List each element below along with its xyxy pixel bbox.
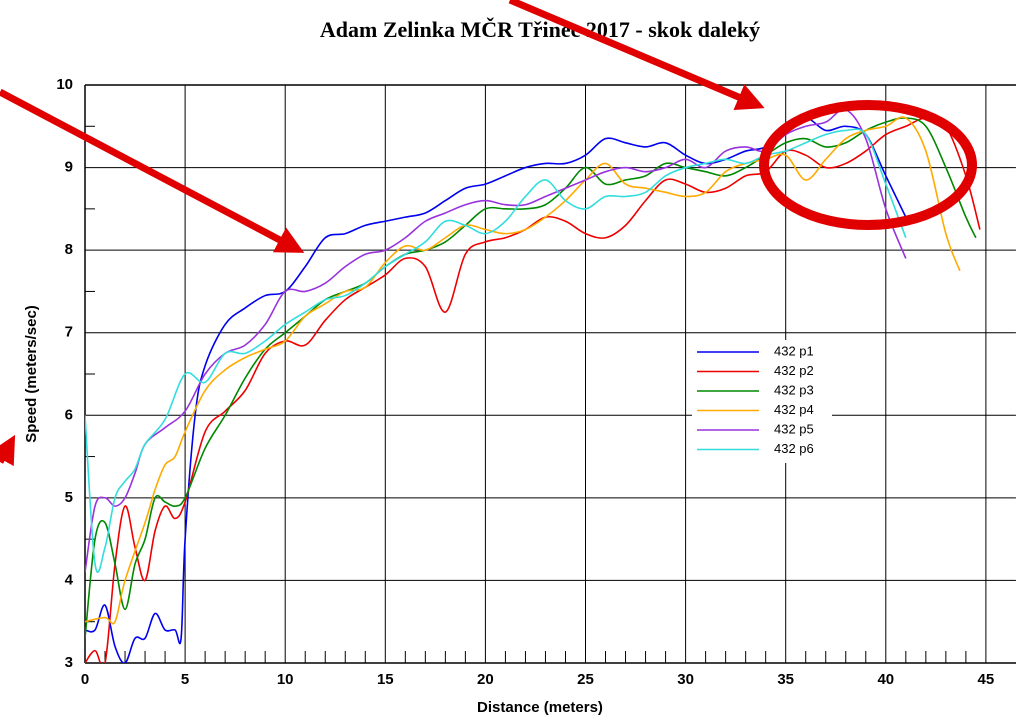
y-tick-label: 6 bbox=[65, 406, 73, 423]
series-line bbox=[85, 128, 907, 573]
y-tick-label: 10 bbox=[56, 76, 73, 93]
series-line bbox=[85, 117, 977, 639]
y-tick-label: 4 bbox=[65, 571, 74, 588]
x-tick-label: 15 bbox=[377, 671, 394, 688]
x-tick-label: 40 bbox=[877, 671, 894, 688]
y-tick-label: 8 bbox=[65, 241, 73, 258]
x-tick-label: 0 bbox=[81, 671, 89, 688]
y-tick-label: 5 bbox=[65, 489, 73, 506]
legend: 432 p1 432 p2 432 p3 432 p4 432 p5 432 p6 bbox=[692, 340, 832, 463]
chart-title: Adam Zelinka MČR Třinec 2017 - skok dale… bbox=[320, 17, 760, 42]
x-tick-label: 25 bbox=[577, 671, 594, 688]
highlight-ellipse bbox=[759, 100, 977, 230]
x-tick-label: 5 bbox=[181, 671, 189, 688]
legend-box bbox=[692, 340, 832, 463]
legend-label: 432 p2 bbox=[774, 363, 814, 378]
legend-label: 432 p1 bbox=[774, 343, 814, 358]
x-tick-label: 45 bbox=[978, 671, 995, 688]
annotations bbox=[0, 0, 977, 467]
lines bbox=[85, 108, 981, 663]
arrow bbox=[508, 0, 765, 111]
legend-label: 432 p4 bbox=[774, 402, 814, 417]
y-tick-label: 3 bbox=[65, 654, 73, 671]
series-line bbox=[85, 117, 907, 663]
series-line bbox=[85, 116, 961, 625]
arrow bbox=[0, 434, 16, 467]
y-axis-label: Speed (meters/sec) bbox=[23, 305, 40, 443]
x-tick-label: 30 bbox=[677, 671, 694, 688]
x-tick-label: 20 bbox=[477, 671, 494, 688]
arrow bbox=[0, 88, 305, 253]
y-tick-label: 7 bbox=[65, 324, 73, 341]
legend-label: 432 p5 bbox=[774, 421, 814, 436]
x-axis-label: Distance (meters) bbox=[477, 699, 603, 716]
y-tick-label: 9 bbox=[65, 159, 73, 176]
x-tick-label: 10 bbox=[277, 671, 294, 688]
series-line bbox=[85, 117, 981, 663]
legend-label: 432 p3 bbox=[774, 382, 814, 397]
legend-label: 432 p6 bbox=[774, 441, 814, 456]
x-tick-label: 35 bbox=[777, 671, 794, 688]
